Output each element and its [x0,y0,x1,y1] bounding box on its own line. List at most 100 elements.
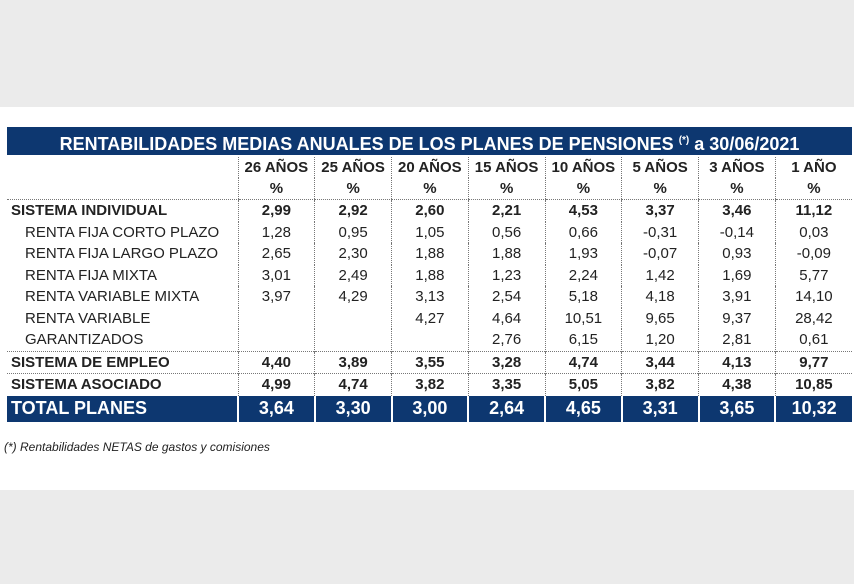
row-value: 3,30 [313,395,392,422]
row-value: 0,66 [544,221,622,243]
row-value: 2,60 [391,199,469,222]
row-value: 1,69 [698,264,776,286]
row-value: 4,53 [544,199,622,222]
header-blank [7,178,238,200]
row-value: 5,18 [544,286,622,308]
row-value: 28,42 [774,307,852,329]
row-value: 3,01 [237,264,315,286]
row-value: 4,74 [314,373,392,396]
row-value: 3,97 [237,286,315,308]
row-value: 3,00 [390,395,469,422]
row-value: 1,28 [237,221,315,243]
row-label: RENTA VARIABLE [25,309,151,327]
row-label: GARANTIZADOS [25,331,144,349]
header-period: 20 AÑOS [391,157,469,178]
row-value: 2,99 [237,199,315,222]
header-period: 25 AÑOS [314,157,392,178]
row-label: RENTA FIJA CORTO PLAZO [25,223,220,241]
row-value: 2,76 [467,329,545,351]
table-row: TOTAL PLANES 3,64 3,30 3,00 2,64 4,65 3,31 3,65… [7,395,852,422]
report-sheet: RENTABILIDADES MEDIAS ANUALES DE LOS PLA… [0,107,854,490]
row-value: 4,29 [314,286,392,308]
row-value: -0,14 [698,221,776,243]
row-label: RENTA FIJA MIXTA [25,266,157,284]
row-label: SISTEMA DE EMPLEO [7,350,238,374]
row-value: 4,99 [237,373,315,396]
row-value: 2,81 [698,329,776,351]
row-value: 3,64 [237,395,315,422]
row-value: 3,37 [621,199,699,222]
row-value: 10,51 [544,307,622,329]
table-row: RENTA VARIABLE 4,27 4,64 10,51 9,65 9,37 28,42 [7,307,852,329]
row-value: 11,12 [774,199,852,222]
row-value: 3,46 [698,199,776,222]
row-value: 3,82 [621,373,699,396]
row-value: 1,88 [391,264,469,286]
row-label: SISTEMA INDIVIDUAL [11,202,168,220]
row-value: 4,38 [698,373,776,396]
header-period: 1 AÑO [774,157,852,178]
row-value: 10,32 [774,395,852,422]
row-value: 5,77 [774,264,852,286]
row-value: 2,24 [544,264,622,286]
row-value [314,307,392,329]
row-value: 0,95 [314,221,392,243]
row-value: 3,65 [697,395,776,422]
row-label: SISTEMA ASOCIADO [7,373,238,396]
row-label: RENTA VARIABLE MIXTA [25,288,200,306]
row-value: 3,89 [314,350,392,374]
row-value: 2,30 [314,243,392,265]
header-unit: % [391,178,469,200]
table-row: SISTEMA DE EMPLEO 4,40 3,89 3,55 3,28 4,74 3,4… [7,350,852,374]
row-value [237,329,315,351]
row-label: TOTAL PLANES [7,395,238,422]
row-value: 2,21 [467,199,545,222]
row-value: 0,56 [467,221,545,243]
table-row: RENTA FIJA CORTO PLAZO 1,28 0,95 1,05 0,56 0,… [7,221,852,243]
row-value: 1,20 [621,329,699,351]
row-value: 1,88 [467,243,545,265]
row-value: -0,07 [621,243,699,265]
row-value: 9,77 [774,350,852,374]
header-unit: % [698,178,776,200]
row-value: 5,05 [544,373,622,396]
row-value: 1,23 [467,264,545,286]
returns-table: 26 AÑOS 25 AÑOS 20 AÑOS 15 AÑOS 10 AÑOS 5 AÑO… [7,157,852,422]
table-row: RENTA FIJA MIXTA 3,01 2,49 1,88 1,23 2,24 1,42… [7,264,852,286]
row-value: 1,42 [621,264,699,286]
row-value [314,329,392,351]
table-row: GARANTIZADOS 2,76 6,15 1,20 2,81 0,61 [7,329,852,351]
row-label: RENTA FIJA LARGO PLAZO [25,245,219,263]
row-value: 3,55 [391,350,469,374]
row-value: 0,03 [774,221,852,243]
row-value: -0,09 [774,243,852,265]
row-value: 0,93 [698,243,776,265]
table-row: SISTEMA INDIVIDUAL 2,99 2,92 2,60 2,21 4,53 3,… [7,199,852,222]
header-row: 26 AÑOS 25 AÑOS 20 AÑOS 15 AÑOS 10 AÑOS 5 AÑO… [7,157,852,178]
row-value: 4,65 [544,395,622,422]
row-value: 2,49 [314,264,392,286]
row-value: 4,18 [621,286,699,308]
row-value: 1,88 [391,243,469,265]
row-value: 4,40 [237,350,315,374]
row-value: 2,65 [237,243,315,265]
row-value: 0,61 [774,329,852,351]
row-value: 3,13 [391,286,469,308]
row-value: 6,15 [544,329,622,351]
title-footnote-mark: (*) [678,135,690,146]
table-row: RENTA VARIABLE MIXTA 3,97 4,29 3,13 2,54 5,18… [7,286,852,308]
table-row: RENTA FIJA LARGO PLAZO 2,65 2,30 1,88 1,88 1,… [7,243,852,265]
row-value: 10,85 [774,373,852,396]
row-value: 3,91 [698,286,776,308]
header-unit: % [774,178,852,200]
row-value: 9,37 [698,307,776,329]
header-blank [7,157,238,178]
row-value: 3,44 [621,350,699,374]
row-value: 1,93 [544,243,622,265]
header-period: 5 AÑOS [621,157,699,178]
row-value: 1,05 [391,221,469,243]
row-value [237,307,315,329]
table-row: SISTEMA ASOCIADO 4,99 4,74 3,82 3,35 5,05 3,82… [7,373,852,396]
header-period: 26 AÑOS [237,157,315,178]
row-value: 3,31 [620,395,699,422]
